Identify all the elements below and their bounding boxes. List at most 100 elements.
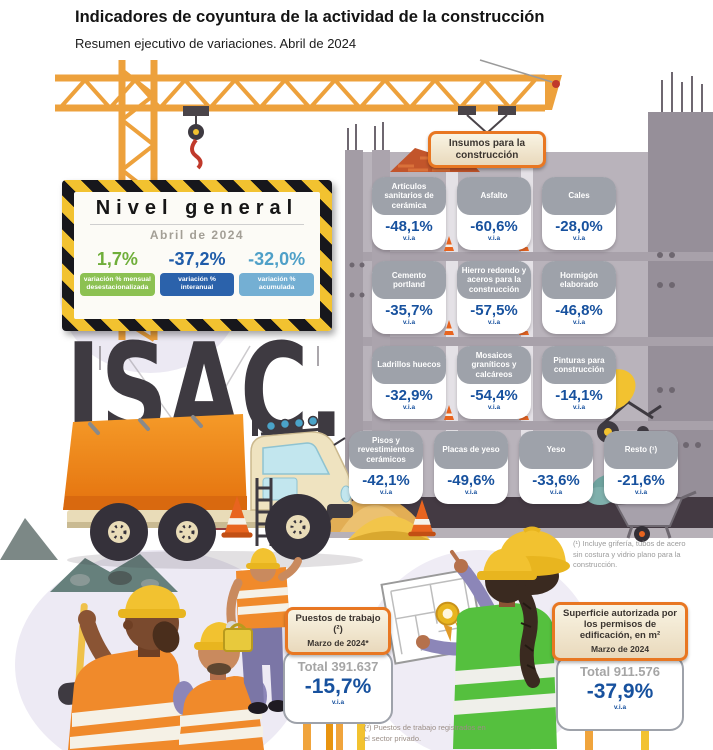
sign-hanger-icon — [458, 106, 516, 134]
insumo-value: -42,1% — [362, 472, 410, 489]
scaffold-bar — [641, 726, 649, 750]
superficie-header-sign: Superficie autorizada por los permisos d… — [552, 602, 688, 661]
footnote-1: (¹) Incluye grifería, tubos de acero sin… — [573, 539, 686, 569]
insumo-card: Cemento portland -35,7% v.i.a — [372, 261, 446, 334]
insumo-card: Mosaicos graníticos y calcáreos -54,4% v… — [457, 346, 531, 419]
hard-hat-icon — [250, 548, 277, 565]
nivel-general-period: Abril de 2024 — [149, 228, 245, 242]
scaffold-bar — [336, 718, 343, 750]
insumo-card: Placas de yeso -49,6% v.i.a — [434, 431, 508, 504]
insumo-unit: v.i.a — [402, 319, 416, 326]
superficie-value-card: Total 911.576 -37,9% v.i.a — [556, 655, 684, 731]
scaffold-bar — [303, 718, 311, 750]
insumo-name: Ladrillos huecos — [372, 346, 446, 384]
insumo-unit: v.i.a — [487, 235, 501, 242]
insumo-value: -32,9% — [385, 387, 433, 404]
insumo-value: -33,6% — [532, 472, 580, 489]
puestos-title: Puestos de trabajo (²) — [295, 613, 381, 635]
insumo-card: Yeso -33,6% v.i.a — [519, 431, 593, 504]
insumo-unit: v.i.a — [634, 489, 648, 496]
hard-hat-icon — [483, 548, 532, 573]
insumo-unit: v.i.a — [572, 319, 586, 326]
insumos-header-label: Insumos para la construcción — [448, 138, 526, 161]
insumos-row: Artículos sanitarios de cerámica -48,1% … — [372, 177, 616, 250]
insumo-name: Asfalto — [457, 177, 531, 215]
insumo-unit: v.i.a — [402, 235, 416, 242]
page-header: Indicadores de coyuntura de la actividad… — [75, 8, 544, 51]
insumo-card: Ladrillos huecos -32,9% v.i.a — [372, 346, 446, 419]
superficie-title: Superficie autorizada por los permisos d… — [562, 608, 678, 641]
hard-hat-icon — [125, 585, 180, 611]
worker-with-toolbox-illustration — [223, 548, 302, 714]
puestos-header-sign: Puestos de trabajo (²) Marzo de 2024* — [285, 607, 391, 655]
stat-label: variación % mensual desestacionalizada — [80, 273, 155, 296]
crane-hook-icon — [183, 106, 209, 170]
puestos-period: Marzo de 2024* — [307, 637, 369, 648]
wheelbarrow-icon — [614, 490, 697, 542]
nivel-general-stat: -32,0% variación % acumulada — [239, 249, 315, 296]
stat-value: -32,0% — [248, 249, 306, 269]
puestos-value-card: Total 391.637 -15,7% v.i.a — [283, 650, 393, 724]
insumos-row: Ladrillos huecos -32,9% v.i.a Mosaicos g… — [372, 346, 616, 419]
insumo-value: -57,5% — [470, 302, 518, 319]
insumo-unit: v.i.a — [464, 489, 478, 496]
insumo-card: Hormigón elaborado -46,8% v.i.a — [542, 261, 616, 334]
stat-label: variación % acumulada — [239, 273, 315, 296]
divider — [90, 224, 304, 225]
insumo-unit: v.i.a — [487, 404, 501, 411]
insumo-name: Resto (¹) — [604, 431, 678, 469]
insumo-value: -49,6% — [447, 472, 495, 489]
insumo-name: Yeso — [519, 431, 593, 469]
stat-value: 1,7% — [96, 249, 138, 269]
insumo-unit: v.i.a — [572, 404, 586, 411]
insumo-name: Hormigón elaborado — [542, 261, 616, 299]
insumo-unit: v.i.a — [379, 489, 393, 496]
insumo-value: -35,7% — [385, 302, 433, 319]
braid-illustration — [514, 584, 540, 688]
puestos-total: Total 391.637 — [297, 659, 379, 674]
insumo-card: Cales -28,0% v.i.a — [542, 177, 616, 250]
rebar-icon — [661, 72, 703, 112]
insumos-row: Cemento portland -35,7% v.i.a Hierro red… — [372, 261, 616, 334]
superficie-total: Total 911.576 — [580, 664, 660, 679]
superficie-value: -37,9% — [586, 680, 654, 703]
insumos-header-sign: Insumos para la construcción — [428, 131, 546, 168]
insumo-name: Cemento portland — [372, 261, 446, 299]
page-subtitle: Resumen ejecutivo de variaciones. Abril … — [75, 36, 357, 51]
insumo-card: Asfalto -60,6% v.i.a — [457, 177, 531, 250]
architect-woman-illustration — [380, 548, 557, 749]
worker-with-mallet-illustration — [57, 585, 186, 750]
footnote-2: (²) Puestos de trabajo registrados en el… — [364, 723, 486, 743]
insumo-value: -28,0% — [555, 218, 603, 235]
nivel-general-inner: Nivel general Abril de 2024 1,7% variaci… — [74, 192, 320, 319]
insumo-name: Hierro redondo y aceros para la construc… — [457, 261, 531, 299]
insumo-unit: v.i.a — [402, 404, 416, 411]
nivel-general-panel: Nivel general Abril de 2024 1,7% variaci… — [62, 180, 332, 331]
nivel-general-stat: 1,7% variación % mensual desestacionaliz… — [80, 249, 155, 296]
insumo-card: Resto (¹) -21,6% v.i.a — [604, 431, 678, 504]
insumo-value: -54,4% — [470, 387, 518, 404]
insumo-unit: v.i.a — [572, 235, 586, 242]
scaffold-bar — [326, 718, 333, 750]
insumo-unit: v.i.a — [487, 319, 501, 326]
insumo-card: Hierro redondo y aceros para la construc… — [457, 261, 531, 334]
insumo-name: Pinturas para construcción — [542, 346, 616, 384]
insumo-value: -21,6% — [617, 472, 665, 489]
insumo-name: Mosaicos graníticos y calcáreos — [457, 346, 531, 384]
scaffold-bar — [357, 718, 365, 750]
superficie-period: Marzo de 2024 — [590, 643, 650, 654]
nivel-general-title: Nivel general — [95, 197, 299, 219]
nivel-general-stat: -37,2% variación % interanual — [159, 249, 235, 296]
insumo-card: Artículos sanitarios de cerámica -48,1% … — [372, 177, 446, 250]
insumo-value: -14,1% — [555, 387, 603, 404]
insumo-unit: v.i.a — [549, 489, 563, 496]
insumo-name: Placas de yeso — [434, 431, 508, 469]
gravel-pile-illustration — [0, 518, 178, 592]
stat-value: -37,2% — [168, 249, 226, 269]
insumo-name: Artículos sanitarios de cerámica — [372, 177, 446, 215]
puestos-value: -15,7% — [304, 675, 372, 698]
isac-cables — [99, 345, 319, 431]
puestos-unit: v.i.a — [331, 699, 345, 706]
insumo-value: -60,6% — [470, 218, 518, 235]
